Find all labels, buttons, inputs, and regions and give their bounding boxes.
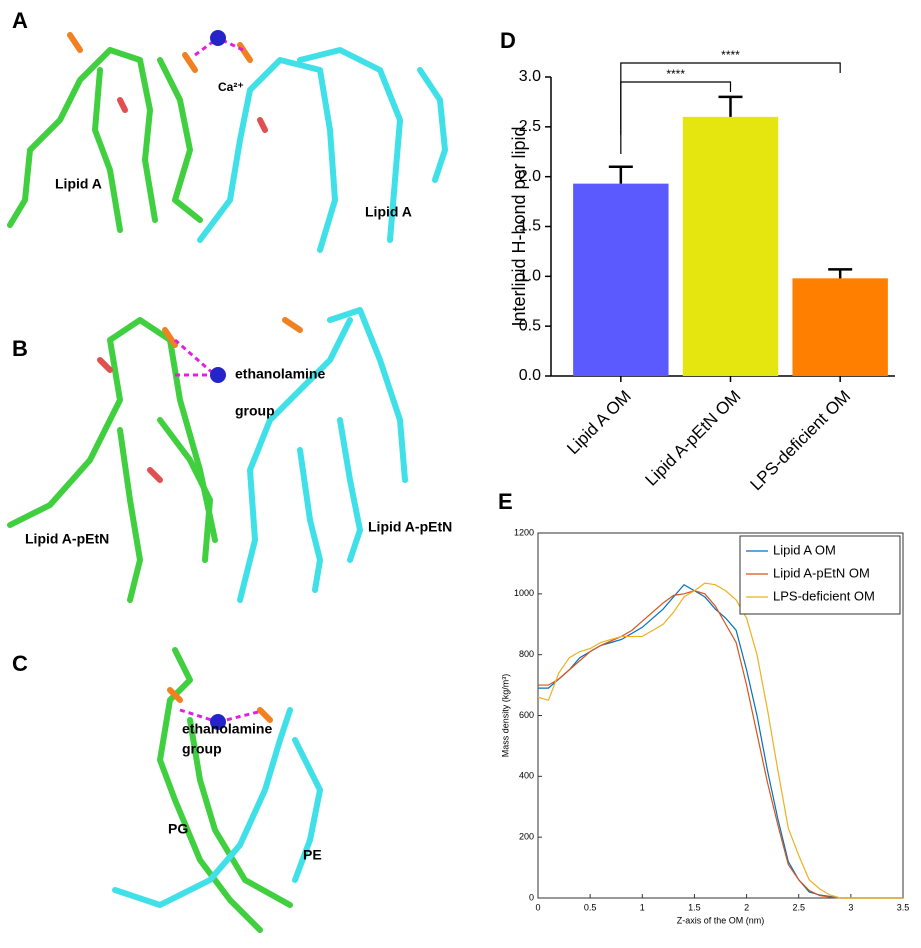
- y-tick-label: 0.0: [519, 367, 541, 384]
- x-tick-label: 3.5: [897, 902, 910, 912]
- x-tick-label: LPS-deficient OM: [747, 387, 855, 495]
- panel-label: C: [12, 651, 28, 676]
- x-tick-label: 0: [535, 902, 540, 912]
- x-tick-label: 0.5: [584, 902, 597, 912]
- molecule-label: Lipid A: [55, 176, 102, 192]
- molecule-label: Lipid A: [365, 204, 412, 220]
- bar: [682, 116, 779, 376]
- y-tick-label: 2.0: [519, 168, 541, 185]
- data-line: [538, 583, 903, 899]
- y-tick-label: 3.0: [519, 68, 541, 85]
- y-tick-label: 1.0: [519, 268, 541, 285]
- panel-label: D: [500, 28, 516, 53]
- molecule-c: [112, 647, 323, 933]
- panel-label: E: [498, 489, 513, 514]
- molecule-b: [7, 307, 408, 603]
- error-bar: [608, 165, 633, 184]
- y-tick-label: 0.5: [519, 317, 541, 334]
- molecule-label: Lipid A-pEtN: [368, 519, 452, 535]
- y-axis-label: Mass density (kg/m³): [500, 674, 510, 758]
- x-tick-label: Lipid A-pEtN OM: [642, 387, 745, 490]
- legend-label: Lipid A-pEtN OM: [773, 565, 870, 580]
- molecule-label: PG: [168, 821, 188, 837]
- y-tick-label: 0: [529, 892, 534, 902]
- x-tick-label: Lipid A OM: [563, 387, 635, 459]
- legend-box: [739, 535, 901, 615]
- legend-label: LPS-deficient OM: [773, 588, 875, 603]
- x-axis-label: Z-axis of the OM (nm): [677, 915, 765, 925]
- y-axis-label: Interlipid H-bond per lipid: [509, 126, 529, 326]
- molecule-label: ethanolamine: [235, 366, 325, 382]
- y-tick-label: 400: [519, 771, 534, 781]
- x-tick-label: 2.5: [792, 902, 805, 912]
- molecule-a: [7, 30, 448, 253]
- x-tick-label: 1.5: [688, 902, 701, 912]
- x-tick-label: 2: [744, 902, 749, 912]
- panel-label: B: [12, 336, 28, 361]
- panel-label: A: [12, 8, 28, 33]
- molecule-label: ethanolamine: [182, 721, 272, 737]
- error-bar: [828, 268, 853, 279]
- significance-bracket: [620, 62, 841, 135]
- error-bar: [718, 95, 743, 117]
- y-tick-label: 1200: [514, 527, 534, 537]
- x-tick-label: 1: [640, 902, 645, 912]
- y-tick-label: 600: [519, 710, 534, 720]
- significance-label: ****: [666, 67, 685, 81]
- molecule-label: Ca²⁺: [218, 80, 244, 94]
- y-tick-label: 1.5: [519, 218, 541, 235]
- bar: [573, 183, 669, 376]
- bar: [792, 278, 888, 376]
- legend-label: Lipid A OM: [773, 542, 836, 557]
- x-tick-label: 3: [848, 902, 853, 912]
- data-line: [538, 590, 903, 899]
- y-tick-label: 800: [519, 649, 534, 659]
- data-line: [537, 582, 903, 899]
- significance-label: ****: [721, 48, 740, 62]
- y-tick-label: 2.5: [519, 118, 541, 135]
- molecule-label: group: [235, 403, 275, 419]
- molecule-label: PE: [303, 847, 322, 863]
- y-tick-label: 1000: [514, 588, 534, 598]
- molecule-label: Lipid A-pEtN: [25, 531, 109, 547]
- y-tick-label: 200: [519, 832, 534, 842]
- molecule-label: group: [182, 741, 222, 757]
